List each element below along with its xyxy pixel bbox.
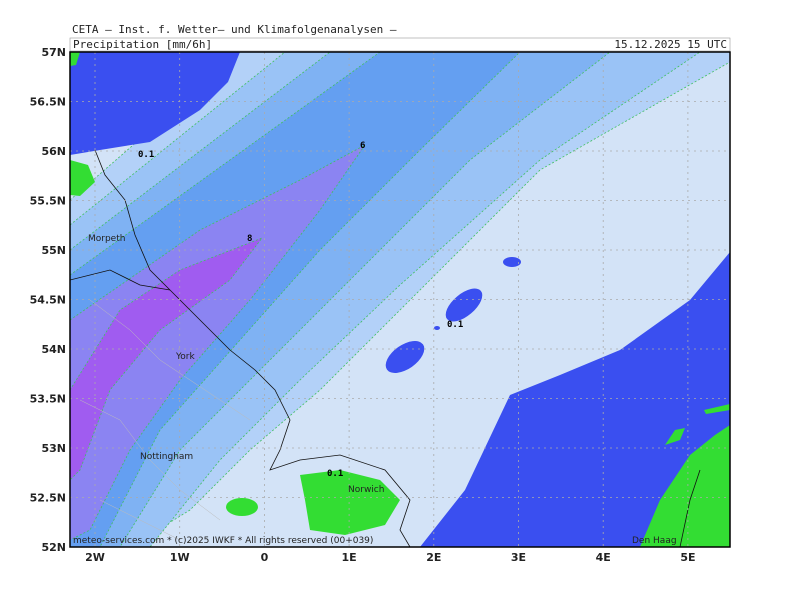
map-frame <box>69 51 731 548</box>
lon-label: 1W <box>170 551 190 564</box>
lon-label: 0 <box>261 551 269 564</box>
contour-label: 0.1 <box>138 150 154 160</box>
lat-label: 52.5N <box>30 492 66 505</box>
contour-label: 6 <box>360 141 365 151</box>
lat-label: 56.5N <box>30 96 66 109</box>
lat-label: 57N <box>41 46 66 59</box>
contour-label: 8 <box>247 234 252 244</box>
lon-label: 5E <box>680 551 695 564</box>
lon-label: 2W <box>85 551 105 564</box>
lon-label: 1E <box>342 551 357 564</box>
lon-label: 4E <box>596 551 611 564</box>
lat-label: 55.5N <box>30 195 66 208</box>
header-title: CETA — Inst. f. Wetter— und Klimafolgena… <box>72 23 397 36</box>
place-name: Norwich <box>348 485 384 495</box>
lat-label: 56N <box>41 145 66 158</box>
lat-label: 54N <box>41 343 66 356</box>
lat-label: 53N <box>41 442 66 455</box>
lat-label: 52N <box>41 541 66 554</box>
valid-time: 15.12.2025 15 UTC <box>614 38 727 51</box>
product-name: Precipitation [mm/6h] <box>73 38 212 51</box>
contour-label: 0.1 <box>327 469 343 479</box>
lat-label: 53.5N <box>30 393 66 406</box>
lat-label: 54.5N <box>30 294 66 307</box>
place-name: Den Haag <box>632 536 677 546</box>
header-bar <box>69 37 731 52</box>
place-name: Nottingham <box>140 452 193 462</box>
place-name: York <box>175 352 196 362</box>
lat-label: 55N <box>41 244 66 257</box>
place-name: Morpeth <box>88 234 125 244</box>
lon-label: 3E <box>511 551 526 564</box>
lon-label: 2E <box>426 551 441 564</box>
map-area: 0.1 6 8 0.1 0.1 Morpeth York Nottingham … <box>70 52 730 547</box>
contour-label: 0.1 <box>447 320 463 330</box>
footer: meteo-services.com * (c)2025 IWKF * All … <box>73 536 373 546</box>
